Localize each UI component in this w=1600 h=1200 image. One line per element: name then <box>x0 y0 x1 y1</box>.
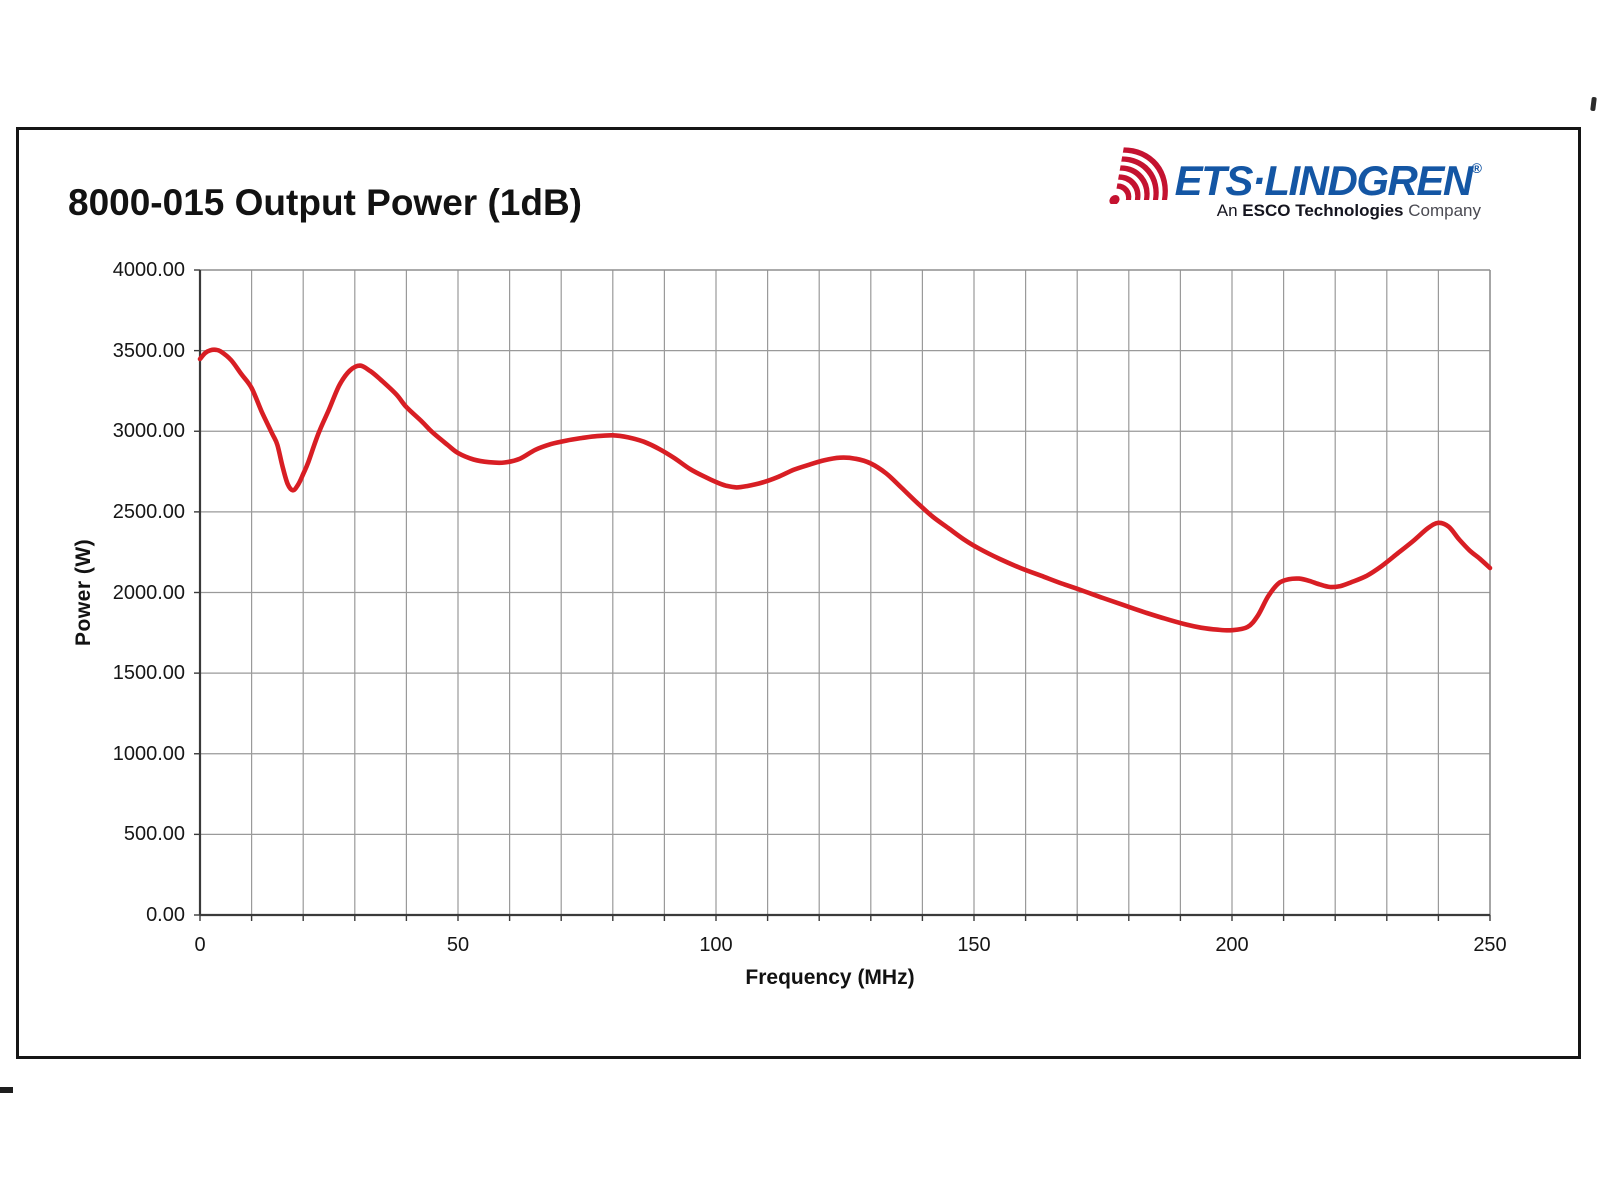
scan-artifact-top-right <box>1590 96 1597 112</box>
y-axis-tick-labels: 4000.00 3500.00 3000.00 2500.00 2000.00 1500.… <box>40 259 185 926</box>
tagline-bold: ESCO Technologies <box>1242 201 1404 220</box>
radio-waves-icon <box>1109 147 1168 204</box>
x-tick-label: 200 <box>1215 934 1249 956</box>
x-tick-label: 150 <box>957 934 991 956</box>
y-tick-label: 1000.00 <box>112 742 185 765</box>
plot-area <box>194 269 1493 921</box>
x-tick-label: 250 <box>1473 934 1507 956</box>
tagline-prefix: An <box>1216 201 1243 220</box>
registered-mark: ® <box>1471 160 1482 176</box>
y-axis-title: Power (W) <box>72 538 95 647</box>
y-tick-label: 3000.00 <box>112 420 185 443</box>
x-tick-label: 50 <box>446 934 470 956</box>
x-axis-tick-labels: 0 50 100 150 200 250 <box>194 932 1506 958</box>
x-tick-label: 0 <box>194 934 206 956</box>
logo-brand-text: ETS·LINDGREN <box>1174 157 1474 204</box>
logo-row: ETS·LINDGREN® <box>1109 146 1482 204</box>
y-tick-label: 500.00 <box>123 823 185 846</box>
x-tick-label: 100 <box>699 934 733 956</box>
logo-tagline: An ESCO Technologies Company <box>1126 201 1482 221</box>
y-tick-label: 4000.00 <box>112 259 185 281</box>
y-tick-label: 0.00 <box>146 904 185 926</box>
y-tick-label: 3500.00 <box>112 339 185 362</box>
scan-artifact-bottom-left <box>0 1087 13 1093</box>
power-curve <box>197 347 1493 633</box>
x-axis-title: Frequency (MHz) <box>745 966 915 989</box>
tagline-suffix: Company <box>1403 201 1481 220</box>
y-tick-label: 2500.00 <box>112 500 185 523</box>
logo-text: ETS·LINDGREN® <box>1175 158 1482 204</box>
y-tick-label: 2000.00 <box>112 581 185 604</box>
ets-lindgren-logo: ETS·LINDGREN® An ESCO Technologies Compa… <box>1109 146 1482 221</box>
chart-title: 8000-015 Output Power (1dB) <box>68 182 583 223</box>
y-tick-label: 1500.00 <box>112 662 185 685</box>
